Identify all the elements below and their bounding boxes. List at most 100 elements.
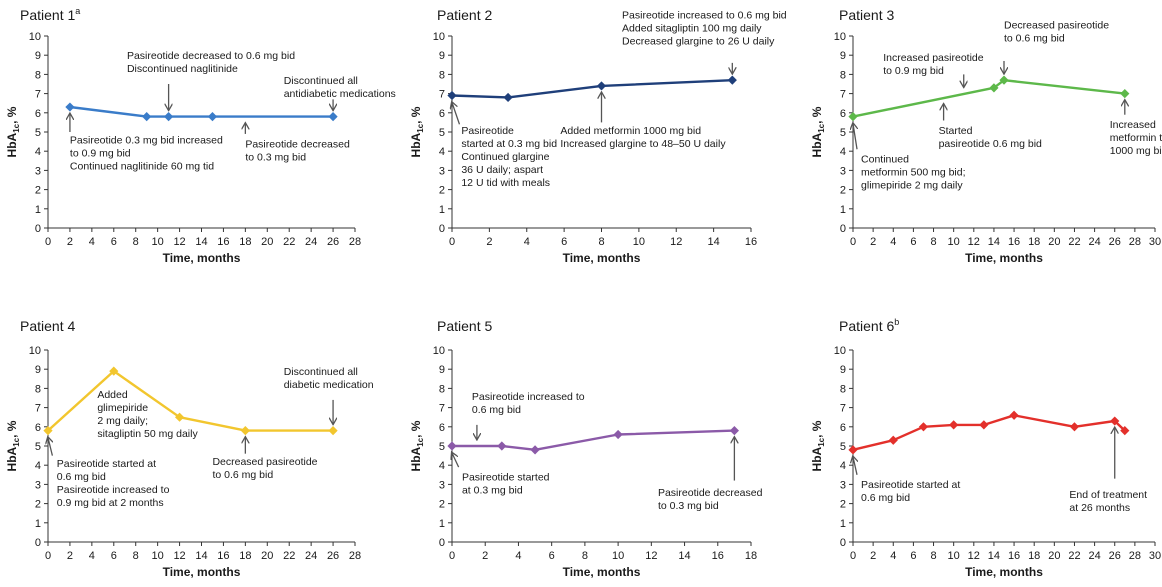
y-axis-label-tail: , %: [409, 106, 423, 124]
chart-title-text: Patient 3: [839, 7, 894, 23]
x-tick-label: 0: [850, 550, 856, 562]
annotation: Decreased pasireotide to 0.6 mg bid: [212, 438, 318, 481]
x-tick-label: 16: [217, 236, 229, 248]
y-tick-label: 0: [840, 537, 846, 549]
y-tick-label: 1: [840, 518, 846, 530]
annotation-text: Pasireotide decreased to 0.6 mg bid Disco…: [127, 50, 295, 75]
x-tick-label: 8: [133, 550, 139, 562]
x-axis-label: Time, months: [163, 251, 241, 265]
data-point-marker: [328, 426, 338, 436]
y-tick-label: 7: [35, 403, 41, 415]
y-tick-label: 0: [35, 537, 41, 549]
y-tick-label: 8: [840, 69, 846, 81]
annotation: Pasireotide decreased to 0.3 mg bid: [245, 124, 350, 163]
data-point-marker: [848, 445, 858, 455]
y-axis-label-base: HbA: [409, 132, 423, 157]
y-tick-label: 8: [35, 69, 41, 81]
x-tick-label: 14: [195, 550, 207, 562]
y-tick-label: 2: [840, 499, 846, 511]
annotation: Decreased pasireotide to 0.6 mg bid: [1004, 19, 1109, 73]
y-axis-label-tail: , %: [5, 106, 19, 124]
x-tick-label: 8: [598, 236, 604, 248]
x-tick-label: 22: [1068, 550, 1080, 562]
x-tick-label: 12: [645, 550, 657, 562]
x-axis-label: Time, months: [965, 565, 1043, 579]
x-tick-label: 28: [1129, 550, 1141, 562]
y-axis-label-tail: , %: [810, 106, 824, 124]
x-tick-label: 14: [988, 236, 1000, 248]
y-tick-label: 5: [840, 127, 846, 139]
x-tick-label: 8: [582, 550, 588, 562]
x-tick-label: 12: [670, 236, 682, 248]
x-tick-label: 8: [133, 236, 139, 248]
data-point-marker: [1120, 426, 1130, 436]
x-tick-label: 0: [449, 236, 455, 248]
y-tick-label: 2: [439, 185, 445, 197]
x-tick-label: 24: [305, 236, 317, 248]
x-tick-label: 12: [173, 236, 185, 248]
x-tick-label: 12: [173, 550, 185, 562]
y-tick-label: 7: [439, 89, 445, 101]
y-axis-label-subscript: 1c: [817, 123, 826, 132]
annotation-line: Pasireotide decreased: [658, 487, 763, 499]
annotation-line: Pasireotide started at: [57, 458, 156, 470]
y-axis-label-subscript: 1c: [12, 123, 21, 132]
y-tick-label: 4: [35, 146, 41, 158]
x-tick-label: 8: [930, 550, 936, 562]
x-tick-label: 24: [1088, 236, 1100, 248]
y-tick-label: 5: [439, 127, 445, 139]
annotation-line: Increased glargine to 48–50 U daily: [560, 138, 726, 150]
chart-title: Patient 2: [437, 7, 492, 23]
x-tick-label: 18: [239, 550, 251, 562]
data-point-marker: [142, 112, 152, 122]
y-tick-label: 10: [433, 345, 445, 357]
annotation: Increased pasireotide to 0.9 mg bid: [883, 52, 984, 87]
y-tick-label: 1: [439, 204, 445, 216]
x-axis-label: Time, months: [563, 565, 641, 579]
y-axis-label: HbA1c, %: [409, 106, 425, 157]
x-axis-label: Time, months: [563, 251, 641, 265]
annotation-line: at 0.3 mg bid: [462, 485, 523, 497]
annotation-line: 12 U tid with meals: [461, 177, 550, 189]
annotation-line: 0.6 mg bid: [57, 471, 106, 483]
y-tick-label: 6: [439, 108, 445, 120]
x-tick-label: 22: [1068, 236, 1080, 248]
data-point-marker: [207, 112, 218, 122]
chart-title-text: Patient 5: [437, 318, 492, 334]
annotation-line: glimepiride: [97, 402, 148, 414]
x-tick-label: 2: [67, 236, 73, 248]
x-tick-label: 16: [745, 236, 757, 248]
annotation-line: 0.6 mg bid: [861, 492, 910, 504]
annotation-line: Increased: [1110, 119, 1156, 131]
y-tick-label: 10: [834, 345, 846, 357]
annotation-line: Pasireotide decreased to 0.6 mg bid: [127, 50, 295, 62]
chart-title-text: Patient 6: [839, 318, 894, 334]
annotation-line: Pasireotide 0.3 mg bid increased: [70, 135, 223, 147]
y-tick-label: 1: [439, 518, 445, 530]
y-tick-label: 2: [439, 499, 445, 511]
x-tick-label: 20: [1048, 550, 1060, 562]
y-tick-label: 10: [433, 31, 445, 43]
y-axis-label-base: HbA: [810, 446, 824, 471]
chart-title: Patient 4: [20, 318, 75, 334]
y-axis-label: HbA1c, %: [810, 420, 826, 471]
y-axis-label-subscript: 1c: [416, 437, 425, 446]
data-point-marker: [1110, 416, 1120, 426]
y-tick-label: 2: [35, 185, 41, 197]
annotation-text: Decreased pasireotide to 0.6 mg bid: [212, 456, 317, 481]
chart-title-text: Patient 2: [437, 7, 492, 23]
chart-title: Patient 1a: [20, 6, 80, 23]
x-tick-label: 20: [261, 550, 273, 562]
annotation-line: pasireotide 0.6 mg bid: [939, 138, 1042, 150]
y-tick-label: 6: [840, 108, 846, 120]
annotation-arrow: [853, 457, 857, 475]
annotation-text: Increased pasireotide to 0.9 mg bid: [883, 52, 984, 77]
y-tick-label: 5: [439, 441, 445, 453]
y-tick-label: 1: [35, 204, 41, 216]
x-tick-label: 24: [305, 550, 317, 562]
data-point-marker: [613, 429, 623, 440]
annotation-text: Pasireotide started at 0.3 mg bid: [462, 472, 550, 497]
